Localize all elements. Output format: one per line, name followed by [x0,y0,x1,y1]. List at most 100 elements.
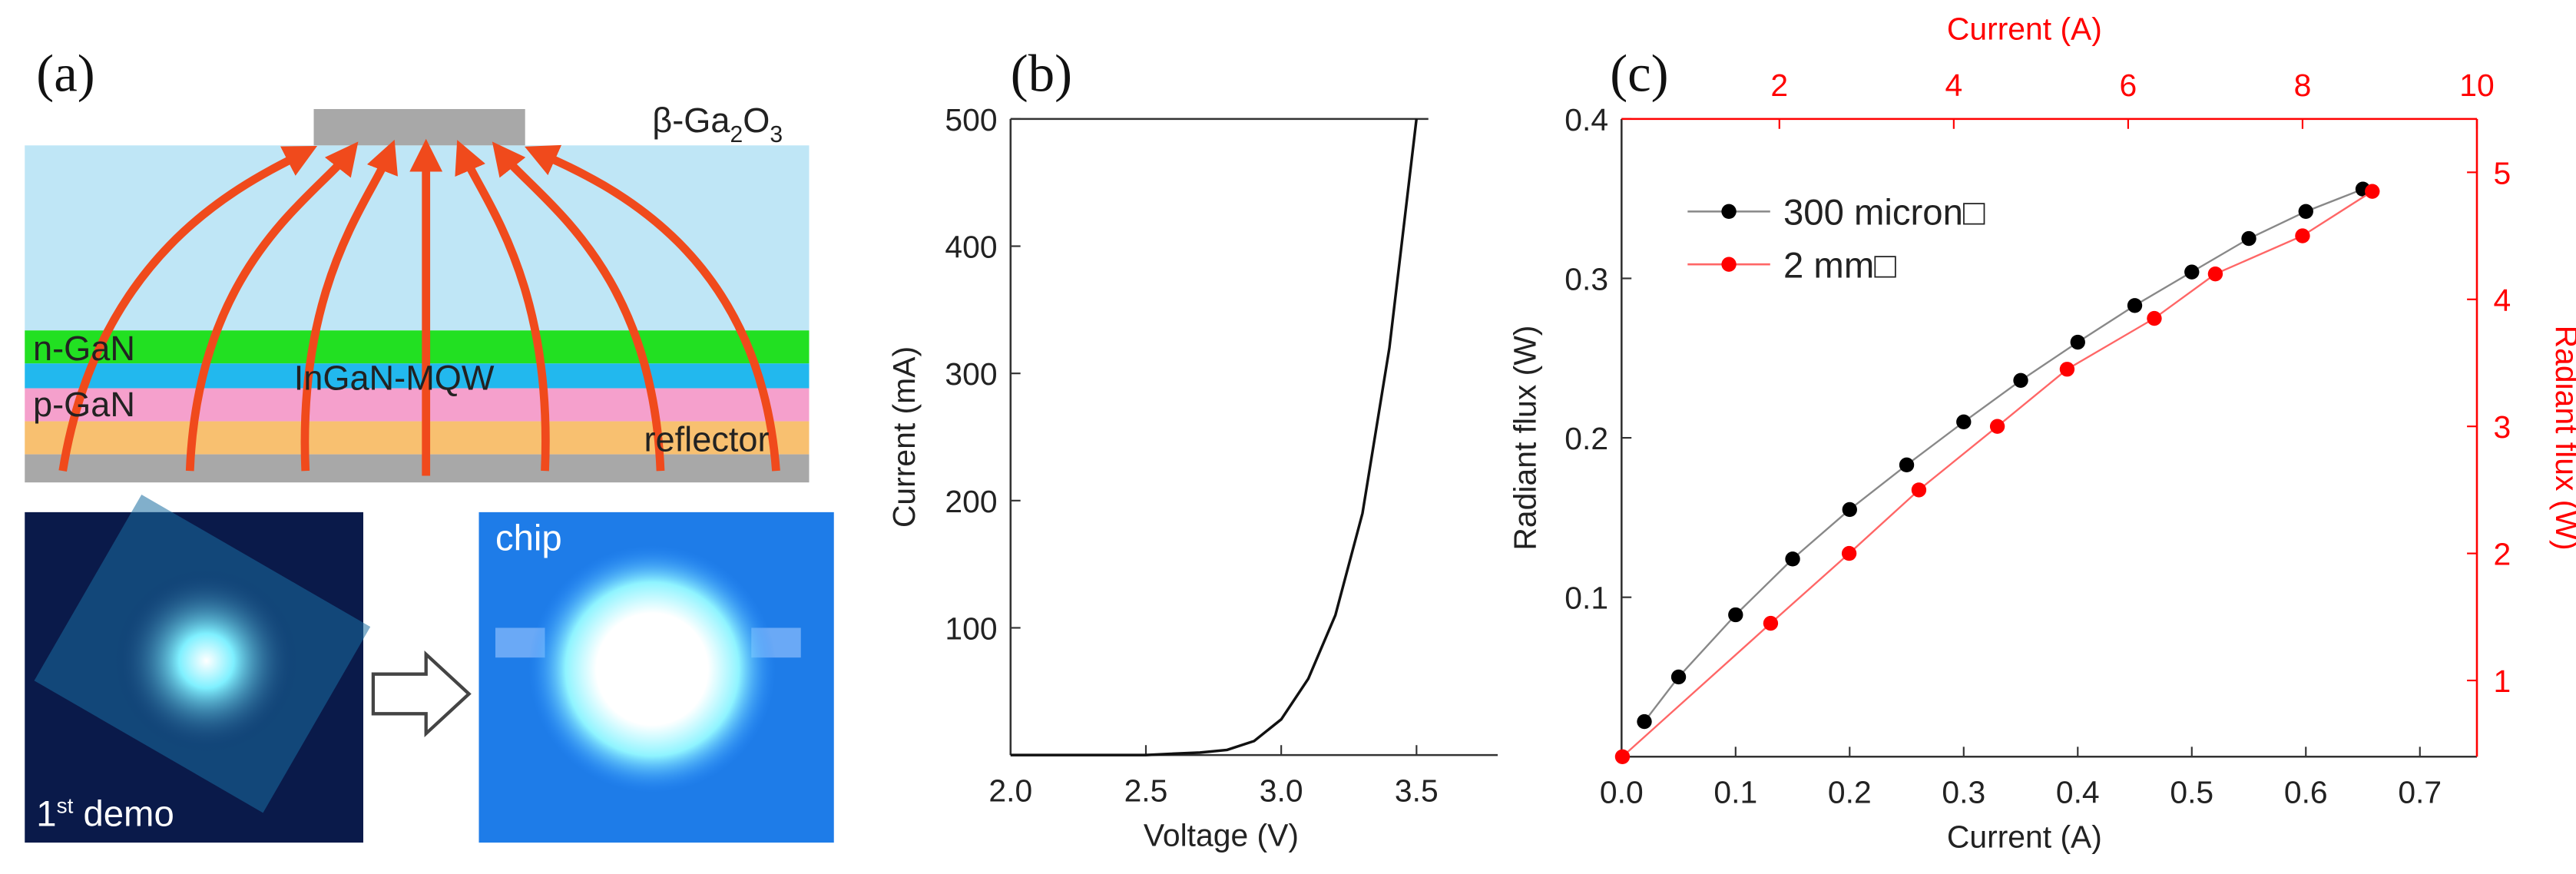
base [25,454,810,483]
x-tick-label: 2.5 [1124,773,1168,808]
x-tick-label: 0.5 [2170,774,2213,809]
arrow [58,146,318,472]
point [1956,414,1972,429]
point [1670,669,1687,685]
text: 2 [730,122,743,147]
x-tick-label: 3.5 [1395,773,1439,808]
x-tick-label: 0.0 [1600,774,1644,809]
arrow [185,141,359,472]
data-line [1010,118,1418,756]
panel-label: (b) [1011,44,1072,102]
x-tick-label: 2.0 [988,773,1032,808]
layer-n [25,330,810,364]
text: O [743,101,770,140]
x-tick-label: 0.4 [2056,774,2100,809]
x2-tick-label: 2 [1770,68,1788,103]
legend-marker [1721,204,1737,220]
point [1728,607,1743,623]
point [2207,267,2223,282]
x-tick-label: 0.6 [2284,774,2328,809]
point [1911,482,1927,498]
layer-label: n-GaN [33,329,135,368]
text: st [57,793,74,817]
point [1763,615,1779,631]
point [1614,749,1631,764]
layer-reflector [25,421,810,455]
light-paths [58,138,780,476]
y-tick-label: 0.2 [1564,421,1608,456]
series-line [1644,188,2363,723]
layer-mqw [25,363,810,389]
y-axis-label: Radiant flux (W) [1508,326,1543,551]
substrate [25,145,810,331]
arrow [492,141,665,472]
text: 1 [36,794,56,835]
arrow [525,144,780,472]
point [2127,298,2143,313]
point [2365,184,2380,199]
point [1842,502,1857,518]
x-axis-label: Current (A) [1947,819,2102,855]
x2-tick-label: 8 [2294,68,2312,103]
y-tick-label: 400 [945,230,997,265]
legend-marker [1721,257,1737,272]
x2-tick-label: 4 [1945,68,1962,103]
point [2059,362,2075,377]
legend-label: 2 mm□ [1783,245,1896,286]
x2-axis-label: Current (A) [1947,12,2102,47]
point [2013,372,2028,389]
arrow [300,139,398,472]
y-tick-label: 100 [945,611,997,647]
y2-axis-label: Radiant flux (W) [2549,326,2576,551]
x-tick-label: 0.2 [1828,774,1872,809]
point [2241,230,2256,247]
text: demo [73,794,174,835]
text: β-Ga [652,101,730,140]
point [1989,419,2005,434]
photo-glow [528,545,776,793]
layer-label: InGaN-MQW [294,359,495,398]
y-tick-label: 0.1 [1564,581,1608,616]
photo-caption: chip [495,518,562,558]
legend-label: 300 micron□ [1783,193,1985,233]
point [2184,264,2200,280]
substrate-label: β-Ga2O3 [652,101,783,147]
layer-label: reflector [644,419,770,459]
x-tick-label: 0.3 [1942,774,1985,809]
point [1637,713,1652,730]
series-line [1621,190,2373,758]
x2-tick-label: 6 [2120,68,2137,103]
x-axis-label: Voltage (V) [1144,817,1299,852]
photo-glow [115,570,297,752]
y2-tick-label: 3 [2494,409,2511,445]
contact [313,108,525,146]
panel-a: (a) β-Ga2O3 n-GaN InGaN-MQW p-GaN reflec… [25,44,834,843]
y-tick-label: 0.4 [1564,102,1608,137]
point [1785,551,1800,567]
y2-tick-label: 2 [2494,537,2511,572]
layer-p [25,388,810,422]
y2-tick-label: 4 [2494,283,2511,318]
x-tick-label: 3.0 [1260,773,1303,808]
panel-label: (a) [36,44,94,102]
point [2295,228,2310,243]
y2-tick-label: 1 [2494,664,2511,699]
panel-label: (c) [1610,44,1668,102]
point [2147,310,2162,326]
photo-caption: 1st demo [36,793,174,834]
y-tick-label: 200 [945,484,997,519]
point [1899,457,1915,473]
x-tick-label: 0.1 [1713,774,1757,809]
point [2070,334,2085,350]
arrow [371,650,472,738]
y2-tick-label: 5 [2494,155,2511,190]
x-tick-label: 0.7 [2398,774,2442,809]
point [2298,204,2313,219]
y-axis-label: Current (mA) [886,346,922,528]
y-tick-label: 0.3 [1564,262,1608,297]
x2-tick-label: 10 [2459,68,2494,103]
arrow [455,140,550,472]
layer-label: p-GaN [33,385,135,424]
